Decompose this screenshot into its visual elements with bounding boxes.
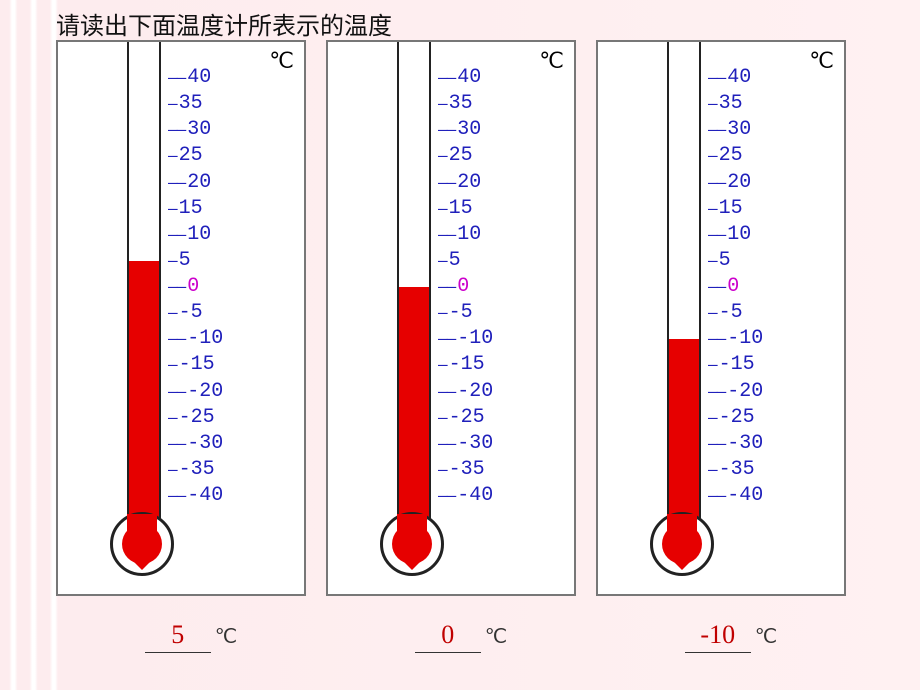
scale-label: -15	[179, 355, 215, 375]
scale-label: 5	[179, 251, 191, 271]
scale-label: -40	[187, 486, 223, 506]
answers-row: 5℃0℃-10℃	[56, 620, 876, 653]
thermometer-bulb	[380, 512, 444, 576]
scale-label: -30	[727, 434, 763, 454]
thermometer-2: ℃ ——40—35——30—25——20—15——10—5——0—-5——-10—…	[326, 40, 576, 596]
thermometer-row: ℃ ——40—35——30—25——20—15——10—5——0—-5——-10—…	[56, 40, 846, 596]
scale-label: 5	[449, 251, 461, 271]
scale-label: 10	[457, 225, 481, 245]
answer-2: 0℃	[326, 620, 596, 653]
scale-label: 40	[187, 68, 211, 88]
scale-label: -5	[449, 303, 473, 323]
answer-unit: ℃	[485, 626, 507, 648]
scale-label: -35	[719, 460, 755, 480]
scale-label: -40	[457, 486, 493, 506]
scale-label: 0	[727, 277, 739, 297]
unit-label: ℃	[269, 48, 294, 74]
scale-label: 15	[179, 199, 203, 219]
unit-label: ℃	[539, 48, 564, 74]
scale-label: -25	[179, 408, 215, 428]
scale-label: -15	[449, 355, 485, 375]
scale-label: -20	[187, 382, 223, 402]
thermometer-tube	[667, 42, 701, 526]
scale-label: -40	[727, 486, 763, 506]
answer-3: -10℃	[596, 620, 866, 653]
scale-label: -25	[449, 408, 485, 428]
scale-label: -5	[719, 303, 743, 323]
scale-label: -30	[457, 434, 493, 454]
thermometer-tube	[127, 42, 161, 526]
thermometer-bulb	[110, 512, 174, 576]
scale-label: -30	[187, 434, 223, 454]
scale-label: -20	[457, 382, 493, 402]
scale-label: 25	[449, 146, 473, 166]
scale-label: 40	[727, 68, 751, 88]
scale-label: 5	[719, 251, 731, 271]
scale-label: 0	[457, 277, 469, 297]
thermometer-fluid	[669, 339, 699, 532]
scale-label: -35	[449, 460, 485, 480]
thermometer-3: ℃ ——40—35——30—25——20—15——10—5——0—-5——-10—…	[596, 40, 846, 596]
unit-label: ℃	[809, 48, 834, 74]
thermometer-scale: ——40—35——30—25——20—15——10—5——0—-5——-10—-…	[438, 78, 568, 496]
scale-label: 35	[179, 94, 203, 114]
scale-label: -15	[719, 355, 755, 375]
answer-unit: ℃	[755, 626, 777, 648]
scale-label: 30	[457, 120, 481, 140]
scale-label: 40	[457, 68, 481, 88]
scale-label: 35	[449, 94, 473, 114]
scale-label: 30	[727, 120, 751, 140]
scale-label: -10	[187, 329, 223, 349]
thermometer-scale: ——40—35——30—25——20—15——10—5——0—-5——-10—-…	[168, 78, 298, 496]
scale-label: 25	[179, 146, 203, 166]
scale-label: 10	[187, 225, 211, 245]
answer-value: 5	[145, 620, 211, 653]
scale-label: 15	[719, 199, 743, 219]
scale-label: -25	[719, 408, 755, 428]
scale-label: 20	[187, 173, 211, 193]
scale-label: 0	[187, 277, 199, 297]
thermometer-bulb	[650, 512, 714, 576]
scale-label: -10	[457, 329, 493, 349]
scale-label: 30	[187, 120, 211, 140]
scale-label: 35	[719, 94, 743, 114]
thermometer-1: ℃ ——40—35——30—25——20—15——10—5——0—-5——-10—…	[56, 40, 306, 596]
thermometer-scale: ——40—35——30—25——20—15——10—5——0—-5——-10—-…	[708, 78, 838, 496]
page-title: 请读出下面温度计所表示的温度	[56, 6, 392, 41]
scale-label: -5	[179, 303, 203, 323]
scale-label: -35	[179, 460, 215, 480]
scale-label: 25	[719, 146, 743, 166]
thermometer-tube	[397, 42, 431, 526]
scale-label: 20	[727, 173, 751, 193]
thermometer-fluid	[399, 287, 429, 532]
scale-label: 10	[727, 225, 751, 245]
thermometer-fluid	[129, 261, 159, 532]
scale-label: 15	[449, 199, 473, 219]
answer-1: 5℃	[56, 620, 326, 653]
scale-label: -20	[727, 382, 763, 402]
answer-value: -10	[685, 620, 751, 653]
answer-value: 0	[415, 620, 481, 653]
scale-label: -10	[727, 329, 763, 349]
answer-unit: ℃	[215, 626, 237, 648]
scale-label: 20	[457, 173, 481, 193]
